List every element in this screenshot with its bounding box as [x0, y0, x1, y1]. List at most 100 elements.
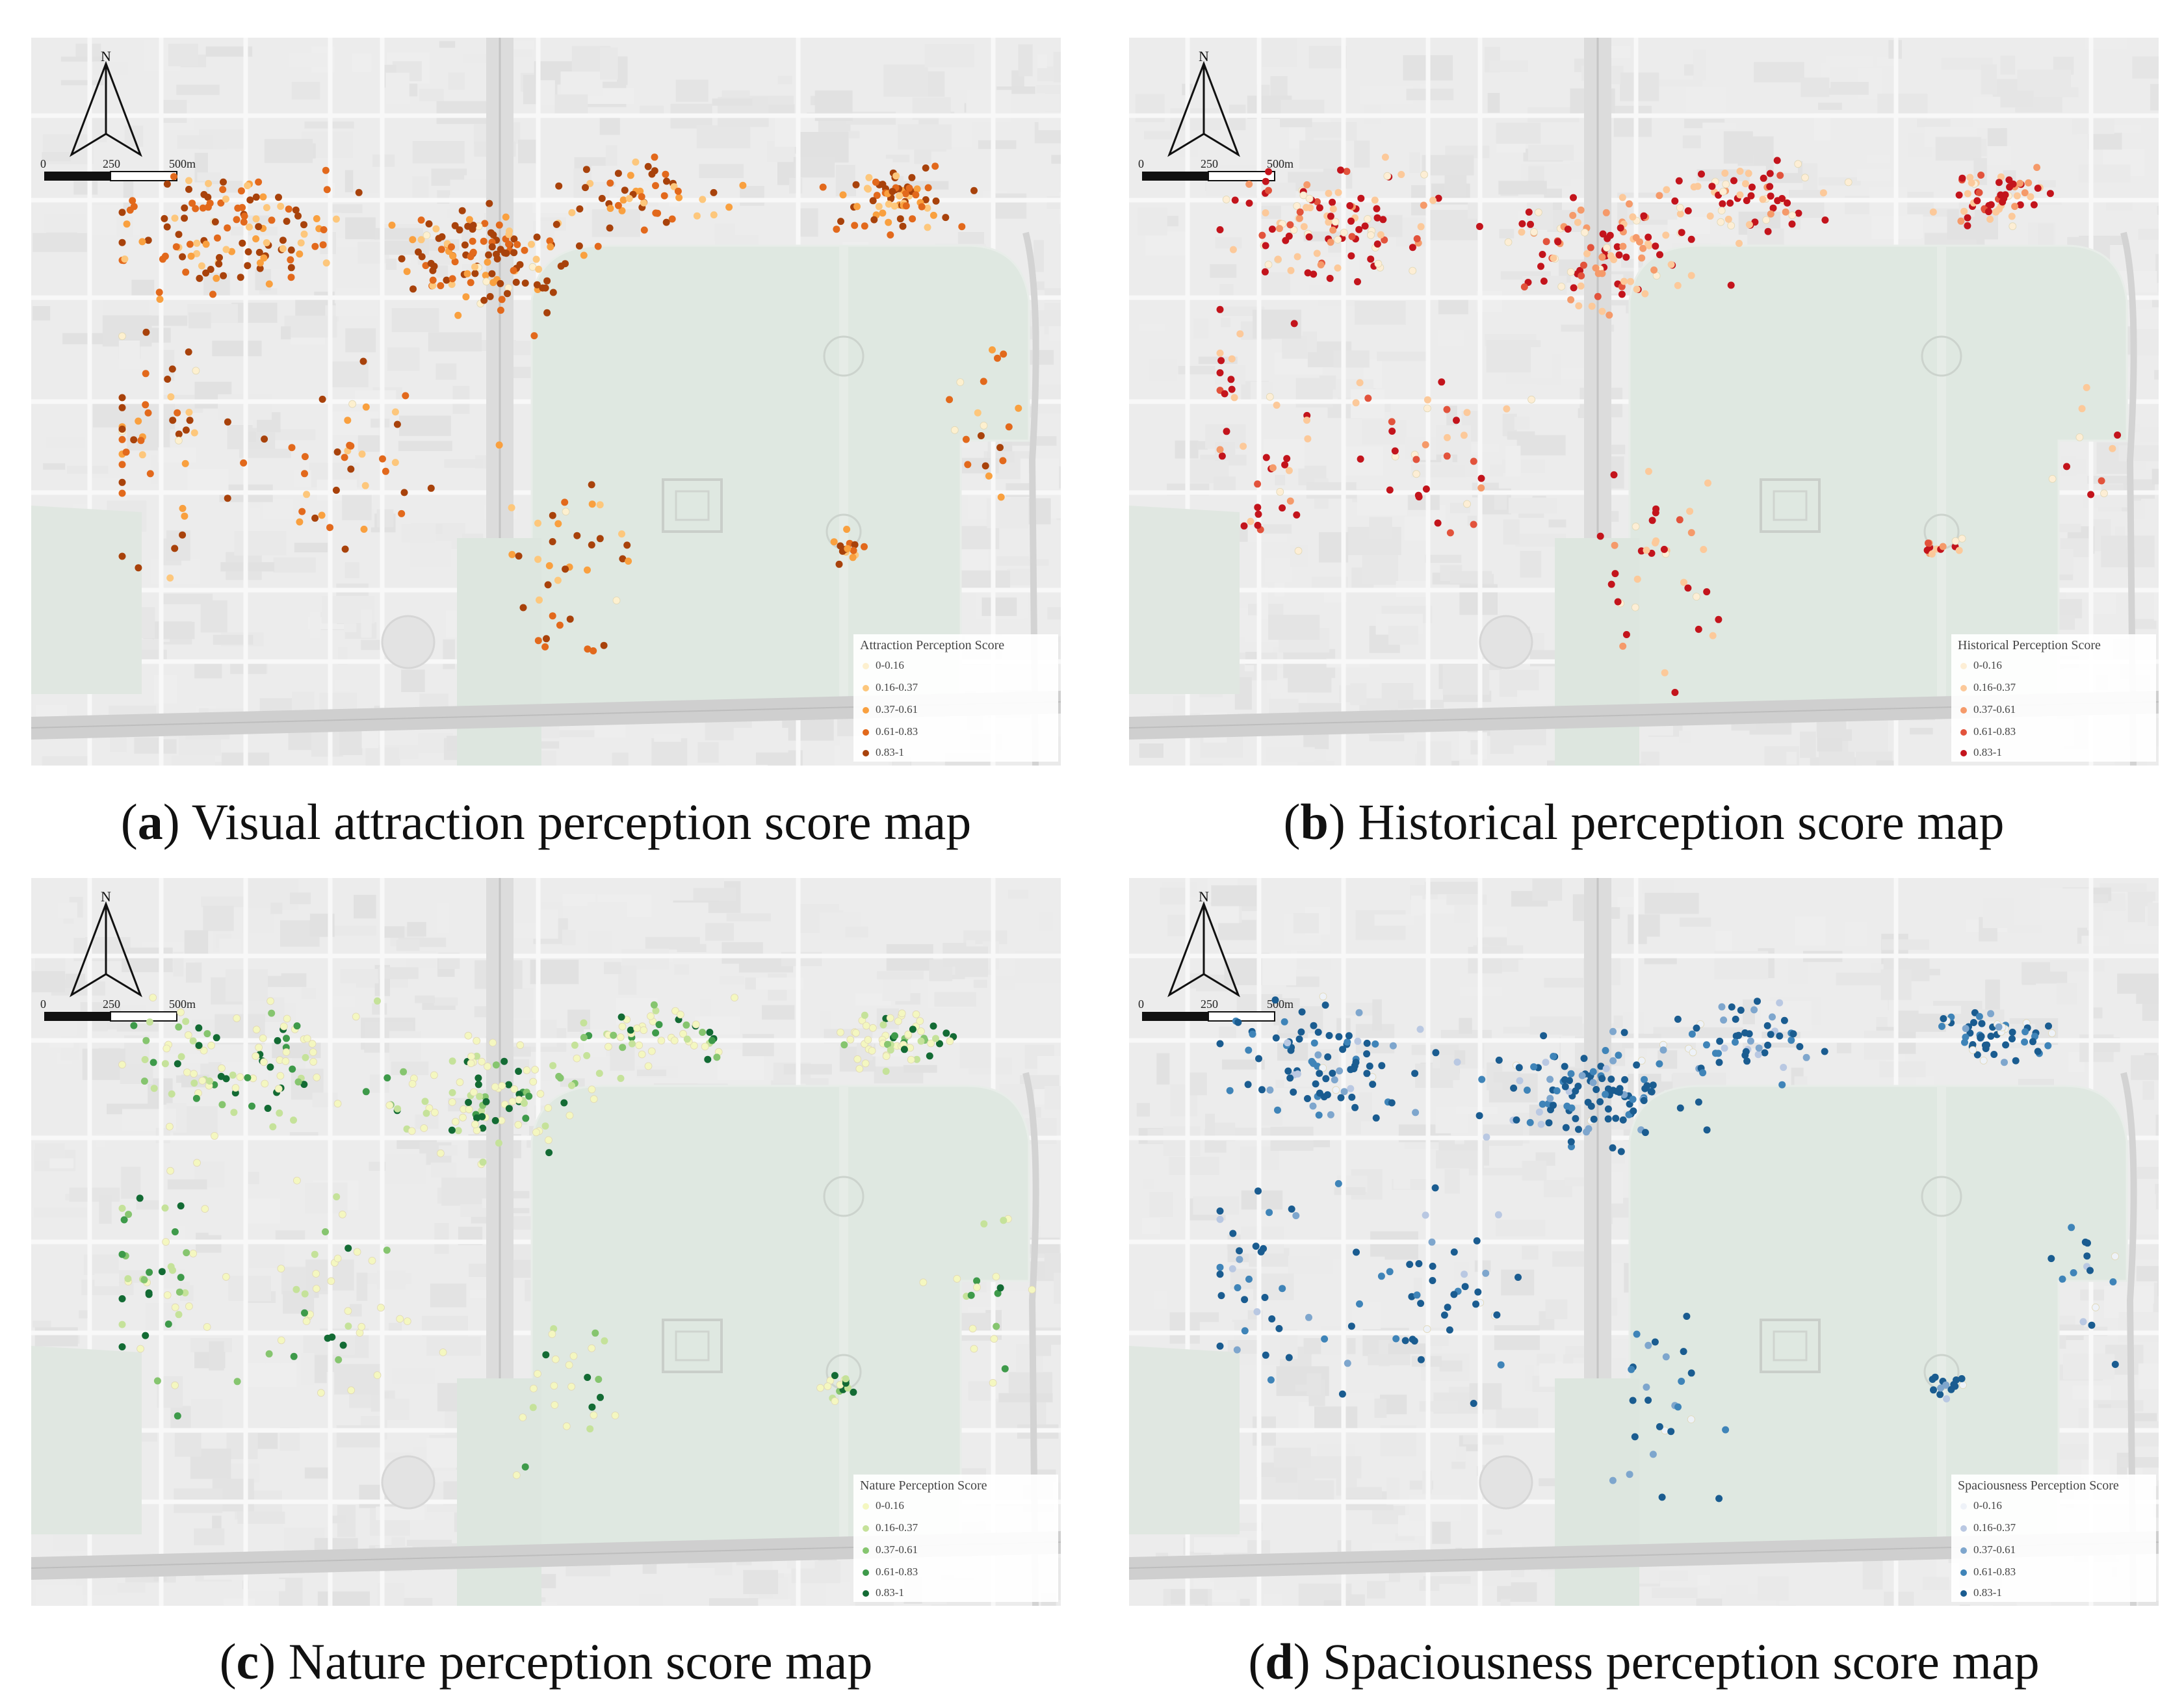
score-point: [213, 274, 220, 282]
score-point: [344, 1307, 352, 1315]
building-block: [1800, 731, 1816, 758]
score-point: [259, 193, 267, 201]
building-block: [1786, 751, 1797, 765]
building-block: [1388, 1343, 1425, 1354]
score-point: [1413, 1291, 1421, 1299]
building-block: [756, 750, 803, 766]
score-point: [1530, 1063, 1538, 1071]
score-point: [1240, 522, 1248, 530]
score-point: [1687, 529, 1695, 537]
score-point: [1637, 1057, 1646, 1065]
building-block: [1211, 885, 1259, 907]
score-point: [1588, 302, 1596, 310]
score-point: [899, 222, 907, 230]
score-point: [1735, 1031, 1743, 1039]
score-point: [1305, 1313, 1312, 1321]
score-point: [1460, 432, 1468, 439]
altar-inner: [1773, 490, 1808, 521]
score-point: [1667, 1428, 1675, 1436]
score-point: [973, 1283, 981, 1291]
building-block: [244, 1198, 280, 1224]
building-block: [1352, 1302, 1381, 1330]
score-point: [565, 1361, 573, 1369]
score-point: [1958, 1375, 1966, 1382]
score-point: [456, 1078, 464, 1087]
legend-title: Spaciousness Perception Score: [1958, 1478, 2119, 1493]
building-block: [1036, 84, 1061, 94]
legend-label: 0.83-1: [876, 1586, 904, 1599]
building-block: [1018, 44, 1033, 77]
score-point: [1658, 1493, 1666, 1501]
building-block: [712, 98, 753, 106]
score-point: [471, 1120, 479, 1129]
score-point: [1698, 170, 1705, 178]
score-point: [868, 1046, 876, 1055]
score-point: [2048, 1029, 2056, 1037]
score-point: [1331, 1076, 1338, 1084]
score-point: [521, 246, 528, 254]
building-block: [600, 47, 618, 80]
score-point: [478, 1057, 486, 1066]
score-point: [1315, 1111, 1323, 1119]
score-point: [606, 179, 614, 187]
building-block: [1973, 158, 1987, 185]
building-block: [1884, 1592, 1914, 1606]
building-block: [2105, 201, 2133, 211]
score-point: [1649, 1081, 1657, 1089]
building-block: [228, 1276, 271, 1301]
score-point: [625, 558, 632, 565]
score-point: [443, 276, 450, 284]
building-block: [262, 498, 292, 519]
score-point: [567, 1382, 575, 1391]
score-point: [1626, 200, 1633, 208]
building-block: [1348, 1256, 1385, 1277]
building-block: [2132, 56, 2159, 79]
score-point: [1676, 210, 1684, 218]
score-point: [1229, 246, 1237, 253]
building-block: [1795, 916, 1826, 946]
score-point: [512, 1471, 521, 1479]
score-point: [853, 1055, 862, 1063]
score-point: [627, 172, 634, 179]
score-point: [1943, 1395, 1951, 1402]
score-point: [408, 1127, 416, 1135]
building-block: [335, 287, 378, 316]
score-point: [1245, 1275, 1253, 1283]
score-point: [318, 395, 326, 403]
score-point: [451, 222, 459, 229]
score-point: [1796, 1043, 1804, 1050]
score-point: [548, 1330, 556, 1338]
score-point: [2008, 1035, 2016, 1042]
score-point: [1245, 200, 1253, 207]
building-block: [845, 926, 868, 938]
score-point: [1373, 214, 1381, 222]
score-point: [582, 184, 589, 192]
score-point: [922, 164, 930, 172]
score-point: [471, 263, 478, 271]
score-point: [1745, 1030, 1753, 1038]
score-point: [2048, 475, 2057, 483]
score-point: [118, 1343, 126, 1350]
score-point: [234, 204, 242, 212]
avenue-greenbelt: [1555, 538, 1639, 766]
score-point: [547, 243, 554, 251]
score-point: [909, 215, 916, 223]
score-point: [1344, 1038, 1351, 1046]
score-point: [865, 174, 873, 181]
building-block: [354, 895, 376, 919]
score-point: [1745, 221, 1753, 229]
score-point: [1769, 1013, 1776, 1021]
score-point: [168, 1090, 176, 1098]
score-point: [1695, 625, 1702, 633]
building-block: [244, 1392, 270, 1411]
score-point: [1629, 1096, 1637, 1103]
score-point: [162, 1238, 170, 1246]
score-point: [185, 185, 192, 193]
score-point: [1580, 1055, 1588, 1063]
score-point: [1483, 1133, 1490, 1141]
score-point: [1688, 1030, 1696, 1038]
score-point: [1417, 1356, 1425, 1363]
building-block: [136, 1200, 164, 1210]
building-block: [1530, 347, 1552, 378]
building-block: [1758, 1576, 1789, 1601]
